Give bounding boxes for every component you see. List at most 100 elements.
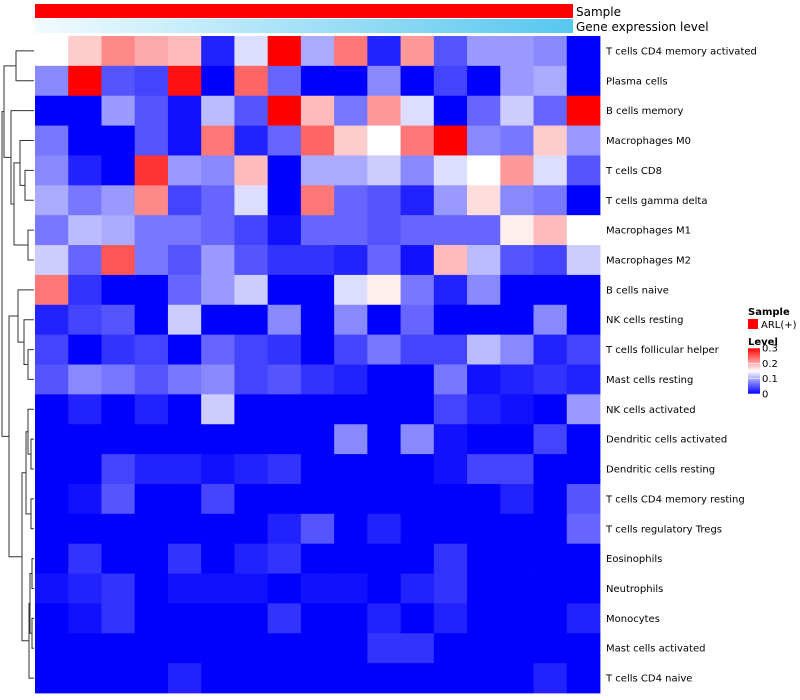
heatmap-cell (467, 424, 501, 455)
heatmap-cell (101, 663, 136, 694)
heatmap-cell (533, 513, 568, 545)
heatmap-cell (467, 603, 501, 634)
dendrogram-branch (30, 438, 34, 470)
heatmap-cell (134, 424, 169, 455)
heatmap-cell (234, 364, 269, 395)
heatmap-cell (134, 454, 169, 485)
level-tick-label: 0 (762, 390, 768, 401)
heatmap-cell (334, 454, 368, 485)
heatmap-cell (566, 334, 601, 365)
row-label: Macrophages M2 (606, 255, 691, 266)
heatmap-cell (234, 334, 269, 365)
heatmap-cell (234, 125, 269, 156)
heatmap-cell (367, 185, 401, 216)
heatmap-cell (367, 573, 401, 604)
heatmap-cell (68, 215, 102, 246)
heatmap-cell (500, 95, 534, 126)
heatmap-cell (234, 633, 269, 664)
heatmap-cell (234, 424, 269, 455)
legend: Sample ARL(+) Level 0.3 0.2 0.1 0 (748, 307, 797, 401)
row-dendrogram (1, 50, 34, 679)
row-label: Macrophages M0 (606, 136, 691, 147)
heatmap-cell (500, 573, 534, 604)
heatmap-cell (267, 663, 302, 694)
heatmap-cell (101, 513, 136, 545)
heatmap-cell (35, 424, 69, 455)
heatmap-cell (167, 215, 202, 246)
heatmap-cell (500, 483, 534, 515)
heatmap-cell (433, 155, 468, 186)
heatmap-cell (566, 125, 601, 156)
heatmap-cell (201, 603, 235, 634)
heatmap-cell (500, 364, 534, 395)
row-label: Monocytes (606, 614, 660, 625)
heatmap-cell (134, 36, 169, 67)
heatmap-cell (467, 245, 501, 276)
heatmap-cell (566, 245, 601, 276)
heatmap-cell (334, 215, 368, 246)
heatmap-cell (68, 65, 102, 97)
heatmap-cell (35, 36, 69, 67)
heatmap-cell (234, 155, 269, 186)
level-legend-title: Level (748, 337, 778, 348)
row-label: T cells gamma delta (605, 196, 707, 207)
heatmap-cell (201, 304, 235, 336)
heatmap-cell (533, 334, 568, 365)
heatmap-cell (201, 483, 235, 515)
heatmap-cell (400, 663, 435, 694)
heatmap-cell (300, 334, 335, 365)
level-legend-bar (748, 348, 760, 394)
heatmap-cell (400, 125, 435, 156)
row-label: T cells CD4 naive (605, 674, 692, 685)
heatmap-cell (201, 663, 235, 694)
level-tick-label: 0.2 (762, 359, 778, 370)
heatmap-cell (134, 394, 169, 425)
heatmap-cell (367, 245, 401, 276)
heatmap-cell (300, 573, 335, 604)
dendrogram-branch (23, 319, 34, 365)
heatmap-cell (234, 304, 269, 336)
heatmap-cell (433, 95, 468, 126)
sample-annotation-label: Sample (576, 5, 621, 19)
heatmap-cell (134, 663, 169, 694)
heatmap-cell (500, 304, 534, 336)
heatmap-cell (367, 454, 401, 485)
heatmap-cell (300, 424, 335, 455)
heatmap-cell (234, 95, 269, 126)
heatmap-cell (400, 155, 435, 186)
heatmap-cell (334, 663, 368, 694)
heatmap-cell (467, 394, 501, 425)
heatmap-cell (433, 573, 468, 604)
heatmap-cell (400, 245, 435, 276)
heatmap-cell (35, 334, 69, 365)
heatmap-cell (101, 334, 136, 365)
heatmap-cell (101, 304, 136, 336)
heatmap-cell (433, 334, 468, 365)
heatmap-cell (101, 573, 136, 604)
heatmap-cell (300, 513, 335, 545)
heatmap-cell (334, 65, 368, 97)
heatmap-cell (566, 185, 601, 216)
heatmap-cell (267, 95, 302, 126)
heatmap-cell (367, 65, 401, 97)
heatmap-cell (400, 364, 435, 395)
heatmap-cell (566, 36, 601, 67)
heatmap-cell (167, 304, 202, 336)
heatmap-cell (167, 454, 202, 485)
heatmap-cell (201, 334, 235, 365)
heatmap-cell (467, 513, 501, 545)
heatmap-cell (68, 245, 102, 276)
heatmap-cell (500, 334, 534, 365)
heatmap-cell (566, 603, 601, 634)
heatmap-cell (300, 543, 335, 574)
heatmap-cell (500, 155, 534, 186)
heatmap-cell (234, 454, 269, 485)
heatmap-cell (566, 274, 601, 306)
heatmap-cell (566, 513, 601, 545)
heatmap-cell (533, 65, 568, 97)
row-label: Plasma cells (606, 76, 668, 87)
heatmap-cell (533, 424, 568, 455)
heatmap-cell (300, 155, 335, 186)
heatmap-cell (367, 633, 401, 664)
heatmap-cell (167, 65, 202, 97)
